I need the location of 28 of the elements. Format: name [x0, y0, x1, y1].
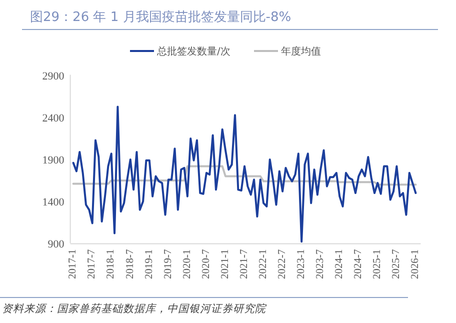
x-tick-label: 2017-7 — [86, 249, 98, 280]
x-tick-label: 2022-7 — [276, 249, 288, 280]
legend-label: 年度均值 — [281, 46, 321, 58]
x-tick-label: 2019-7 — [162, 249, 174, 280]
x-tick-label: 2025-1 — [372, 249, 384, 280]
x-tick-label: 2023-7 — [314, 249, 326, 280]
x-tick-label: 2024-7 — [353, 249, 364, 280]
x-tick-label: 2018-1 — [106, 249, 117, 280]
x-tick-label: 2017-1 — [68, 249, 79, 280]
text: 资料来源：国家兽药基础数据库，中国银河证券研究院 — [2, 303, 267, 315]
y-tick-label: 900 — [48, 238, 65, 250]
x-tick-label: 2020-1 — [182, 249, 193, 280]
legend-label: 总批签发数量/次 — [156, 46, 230, 58]
x-tick-label: 2026-1 — [410, 249, 422, 280]
y-tick-label: 1400 — [42, 196, 65, 208]
x-tick-label: 2018-7 — [124, 249, 136, 280]
x-tick-label: 2022-1 — [258, 249, 269, 280]
x-tick-label: 2024-1 — [334, 249, 346, 280]
y-tick-label: 1900 — [42, 154, 65, 166]
x-tick-label: 2023-1 — [296, 249, 307, 280]
title: 图29：26 年 1 月我国疫苗批签发量同比-8% — [30, 10, 292, 25]
x-tick-label: 2019-1 — [144, 249, 155, 280]
y-tick-label: 2400 — [42, 112, 65, 125]
x-tick-label: 2021-1 — [220, 249, 231, 280]
x-tick-label: 2020-7 — [200, 249, 212, 280]
x-tick-label: 2025-7 — [391, 249, 402, 280]
y-tick-label: 2900 — [42, 70, 65, 83]
x-tick-label: 2021-7 — [238, 249, 250, 280]
